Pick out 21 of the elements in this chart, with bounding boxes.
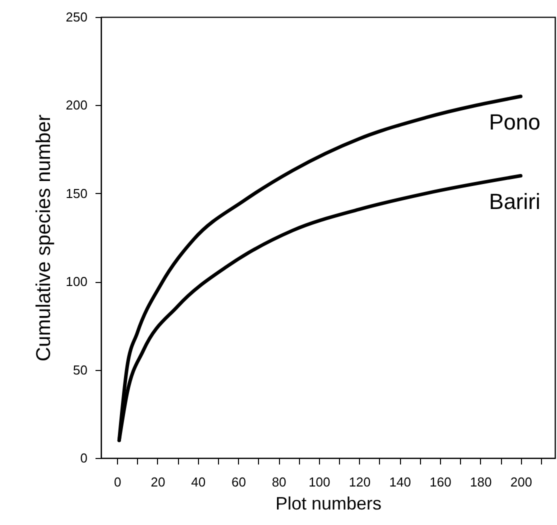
x-axis-title: Plot numbers bbox=[275, 494, 382, 514]
x-tick-label: 80 bbox=[272, 474, 286, 490]
series-label: Bariri bbox=[489, 188, 540, 214]
y-tick-label: 150 bbox=[66, 186, 88, 201]
x-tick-label: 100 bbox=[308, 474, 330, 490]
y-tick-label: 200 bbox=[66, 98, 88, 113]
y-tick-label: 0 bbox=[80, 450, 88, 466]
x-tick-label: 120 bbox=[348, 474, 371, 490]
x-tick-label: 200 bbox=[510, 474, 532, 490]
y-tick-label: 50 bbox=[73, 362, 88, 378]
series-label: Pono bbox=[489, 109, 540, 134]
x-tick-label: 140 bbox=[389, 474, 411, 490]
y-tick-label: 250 bbox=[66, 10, 88, 24]
x-tick-label: 0 bbox=[114, 474, 122, 490]
x-tick-label: 60 bbox=[231, 474, 246, 490]
x-tick-label: 180 bbox=[470, 474, 492, 490]
x-tick-label: 20 bbox=[150, 474, 166, 490]
x-tick-label: 40 bbox=[191, 474, 206, 490]
x-tick-label: 160 bbox=[430, 474, 452, 490]
y-axis-title: Cumulative species number bbox=[32, 114, 55, 362]
y-tick-label: 100 bbox=[66, 274, 88, 290]
